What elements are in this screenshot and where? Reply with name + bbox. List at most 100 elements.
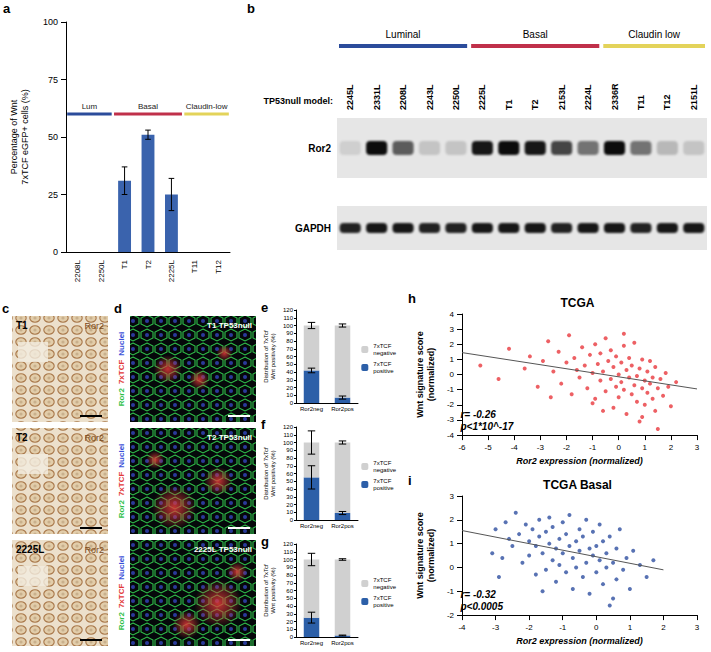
svg-text:0: 0 xyxy=(53,247,58,257)
svg-text:positive: positive xyxy=(373,602,394,608)
svg-text:120: 120 xyxy=(283,424,294,430)
svg-text:Distribution of 7xTcf: Distribution of 7xTcf xyxy=(263,330,269,383)
svg-text:T2: T2 xyxy=(16,432,28,443)
svg-text:-3: -3 xyxy=(492,623,500,632)
svg-text:30: 30 xyxy=(286,377,293,383)
svg-text:Wnt signature score: Wnt signature score xyxy=(415,512,425,599)
svg-text:80: 80 xyxy=(286,572,293,578)
svg-text:7xTCF: 7xTCF xyxy=(373,343,391,349)
svg-text:2250L: 2250L xyxy=(451,84,461,110)
svg-text:Basal: Basal xyxy=(138,102,158,111)
svg-text:25: 25 xyxy=(48,190,58,200)
svg-text:50: 50 xyxy=(286,361,293,367)
svg-text:50: 50 xyxy=(48,132,58,142)
svg-text:TCGA: TCGA xyxy=(561,296,595,310)
svg-text:Wnt positivity (%): Wnt positivity (%) xyxy=(270,333,276,379)
svg-text:r= -0.26: r= -0.26 xyxy=(460,409,496,420)
svg-text:30: 30 xyxy=(286,611,293,617)
svg-text:40: 40 xyxy=(286,603,293,609)
svg-text:TCGA Basal: TCGA Basal xyxy=(543,478,612,492)
svg-text:-2: -2 xyxy=(563,443,571,452)
svg-text:-3: -3 xyxy=(537,443,545,452)
svg-text:0: 0 xyxy=(594,623,599,632)
svg-text:2331L: 2331L xyxy=(372,84,382,110)
svg-text:Luminal: Luminal xyxy=(386,29,421,40)
svg-text:2243L: 2243L xyxy=(425,84,435,110)
svg-text:60: 60 xyxy=(286,588,293,594)
svg-text:Ror2pos: Ror2pos xyxy=(331,406,354,412)
svg-text:1: 1 xyxy=(643,443,648,452)
svg-text:negative: negative xyxy=(373,467,396,473)
svg-text:7xTCF: 7xTCF xyxy=(373,460,391,466)
svg-text:-2: -2 xyxy=(447,400,455,409)
svg-text:20: 20 xyxy=(286,619,293,625)
svg-text:60: 60 xyxy=(286,354,293,360)
svg-text:2250L: 2250L xyxy=(97,259,106,282)
svg-text:2208L: 2208L xyxy=(398,84,408,110)
svg-text:Ror2: Ror2 xyxy=(84,321,104,331)
svg-text:Claudin low: Claudin low xyxy=(628,29,680,40)
svg-text:-4: -4 xyxy=(511,443,519,452)
svg-text:Ror2: Ror2 xyxy=(84,433,104,443)
svg-text:Ror2neg: Ror2neg xyxy=(300,640,323,646)
svg-text:110: 110 xyxy=(283,432,293,438)
svg-text:30: 30 xyxy=(286,494,293,500)
svg-text:70: 70 xyxy=(286,346,293,352)
svg-text:Ror2: Ror2 xyxy=(308,143,331,154)
svg-text:p<1*10^-17: p<1*10^-17 xyxy=(459,421,513,432)
svg-text:Lum: Lum xyxy=(82,102,98,111)
svg-text:2: 2 xyxy=(450,515,455,524)
svg-text:60: 60 xyxy=(286,471,293,477)
svg-text:T2 TP53null: T2 TP53null xyxy=(207,433,252,442)
svg-text:110: 110 xyxy=(283,549,293,555)
svg-text:3: 3 xyxy=(695,443,700,452)
svg-text:40: 40 xyxy=(286,486,293,492)
svg-text:80: 80 xyxy=(286,455,293,461)
svg-text:90: 90 xyxy=(286,564,293,570)
svg-text:0: 0 xyxy=(616,443,621,452)
svg-text:T11: T11 xyxy=(190,259,199,273)
svg-text:Ror27xTCFNuclei: Ror27xTCFNuclei xyxy=(117,332,126,407)
svg-text:2151L: 2151L xyxy=(689,84,699,110)
svg-text:T11: T11 xyxy=(636,95,646,110)
svg-text:120: 120 xyxy=(283,307,294,313)
svg-text:Wnt signature score: Wnt signature score xyxy=(415,331,425,418)
svg-text:T1: T1 xyxy=(16,320,28,331)
svg-text:1: 1 xyxy=(628,623,633,632)
svg-text:Ror2 expression (normalized): Ror2 expression (normalized) xyxy=(516,456,643,466)
svg-text:p<0.0005: p<0.0005 xyxy=(459,601,503,612)
svg-text:2: 2 xyxy=(450,340,455,349)
svg-text:10: 10 xyxy=(286,509,293,515)
svg-text:-2: -2 xyxy=(447,611,455,620)
svg-text:20: 20 xyxy=(286,385,293,391)
svg-text:2245L: 2245L xyxy=(345,84,355,110)
svg-text:Distribution of 7xTcf: Distribution of 7xTcf xyxy=(263,447,269,500)
svg-text:Basal: Basal xyxy=(523,29,548,40)
svg-text:2225L: 2225L xyxy=(16,544,44,555)
svg-text:2224L: 2224L xyxy=(583,84,593,110)
svg-text:0: 0 xyxy=(450,370,455,379)
svg-text:-1: -1 xyxy=(589,443,597,452)
svg-text:T1: T1 xyxy=(120,259,129,269)
svg-text:Ror2neg: Ror2neg xyxy=(300,406,323,412)
svg-text:positive: positive xyxy=(373,368,394,374)
svg-text:Ror27xTCFNuclei: Ror27xTCFNuclei xyxy=(117,556,126,631)
svg-text:0: 0 xyxy=(290,400,294,406)
svg-text:0: 0 xyxy=(290,634,294,640)
svg-text:4: 4 xyxy=(450,310,455,319)
svg-text:T2: T2 xyxy=(530,99,540,110)
svg-text:7xTCF: 7xTCF xyxy=(373,577,391,583)
svg-text:2: 2 xyxy=(661,623,666,632)
svg-text:70: 70 xyxy=(286,580,293,586)
svg-text:1: 1 xyxy=(450,539,455,548)
svg-text:7xTCF: 7xTCF xyxy=(373,478,391,484)
svg-text:positive: positive xyxy=(373,485,394,491)
svg-text:T12: T12 xyxy=(214,259,223,273)
svg-text:50: 50 xyxy=(286,478,293,484)
svg-text:-1: -1 xyxy=(447,587,455,596)
svg-text:2225L: 2225L xyxy=(167,259,176,282)
svg-text:0: 0 xyxy=(290,517,294,523)
svg-text:2225L TP53null: 2225L TP53null xyxy=(194,545,252,554)
svg-text:3: 3 xyxy=(695,623,700,632)
svg-text:70: 70 xyxy=(286,463,293,469)
